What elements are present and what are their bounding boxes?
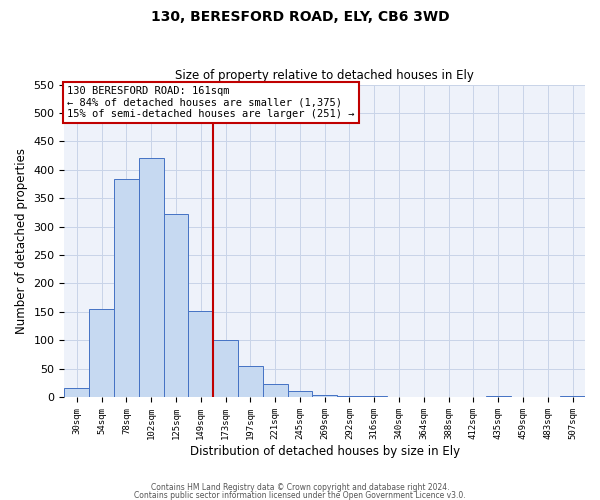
Bar bbox=[164, 214, 188, 397]
Bar bbox=[139, 158, 164, 397]
Text: 130 BERESFORD ROAD: 161sqm
← 84% of detached houses are smaller (1,375)
15% of s: 130 BERESFORD ROAD: 161sqm ← 84% of deta… bbox=[67, 86, 355, 119]
Bar bbox=[89, 309, 114, 397]
Bar bbox=[313, 394, 337, 397]
Text: Contains public sector information licensed under the Open Government Licence v3: Contains public sector information licen… bbox=[134, 490, 466, 500]
Bar bbox=[188, 310, 213, 397]
Bar bbox=[560, 396, 585, 397]
Bar bbox=[64, 388, 89, 397]
Bar bbox=[213, 340, 238, 397]
Bar bbox=[263, 384, 287, 397]
Bar bbox=[287, 392, 313, 397]
Bar bbox=[114, 180, 139, 397]
Y-axis label: Number of detached properties: Number of detached properties bbox=[15, 148, 28, 334]
Text: Contains HM Land Registry data © Crown copyright and database right 2024.: Contains HM Land Registry data © Crown c… bbox=[151, 484, 449, 492]
Bar bbox=[362, 396, 386, 397]
Bar bbox=[486, 396, 511, 397]
Bar bbox=[238, 366, 263, 397]
Bar bbox=[337, 396, 362, 397]
Text: 130, BERESFORD ROAD, ELY, CB6 3WD: 130, BERESFORD ROAD, ELY, CB6 3WD bbox=[151, 10, 449, 24]
Title: Size of property relative to detached houses in Ely: Size of property relative to detached ho… bbox=[175, 69, 474, 82]
X-axis label: Distribution of detached houses by size in Ely: Distribution of detached houses by size … bbox=[190, 444, 460, 458]
